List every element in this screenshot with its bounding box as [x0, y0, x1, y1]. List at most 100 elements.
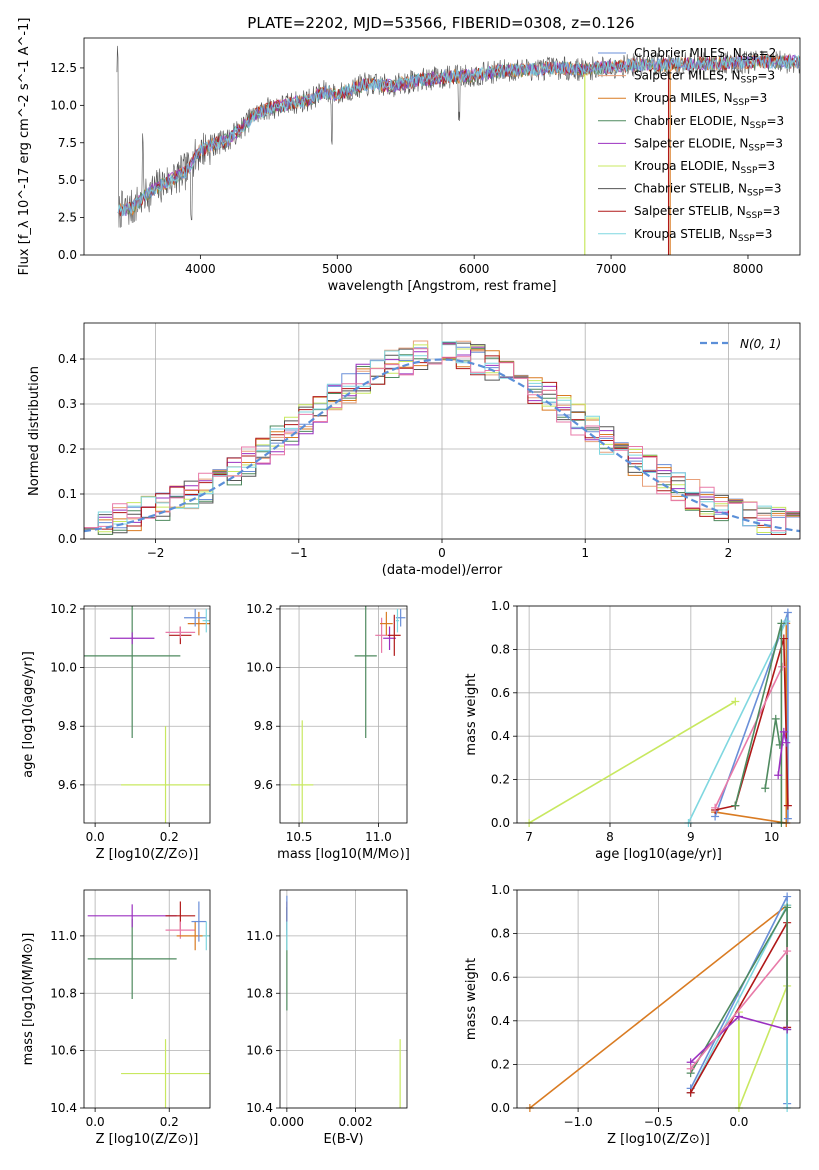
- x-tick-label: 11.0: [365, 830, 392, 844]
- y-tick-label: 0.0: [58, 248, 77, 262]
- y-tick-label: 10.4: [50, 1101, 77, 1115]
- errorbar-point: [84, 606, 181, 738]
- age-vs-mass-axes: 10.5 11.0 9.6 9.8 10.0 10.2: [246, 602, 407, 844]
- y-tick-label: 0.0: [491, 1101, 510, 1115]
- legend-suffix: =3: [755, 227, 773, 241]
- y-tick-label: 7.5: [58, 136, 77, 150]
- legend-suffix: =3: [765, 136, 783, 150]
- legend-suffix: =3: [766, 114, 784, 128]
- y-axis-label: mass weight: [464, 673, 479, 755]
- weight-series-marker: [774, 771, 783, 780]
- mass-vs-EBV-frame: [279, 889, 408, 1109]
- legend-sub: SSP: [742, 53, 759, 63]
- weight-series-line: [738, 985, 788, 1108]
- weight-series-marker: [782, 738, 791, 747]
- x-tick-label: 0.2: [160, 1115, 179, 1129]
- y-tick-label: 0.4: [491, 1014, 510, 1028]
- y-tick-label: 11.0: [50, 929, 77, 943]
- weight-series-marker: [686, 1064, 695, 1073]
- y-tick-label: 1.0: [491, 883, 510, 897]
- x-tick-label: −0.5: [644, 1115, 673, 1129]
- y-tick-label: 0.3: [58, 397, 77, 411]
- legend-entry: Chabrier ELODIE, NSSP=3: [634, 114, 784, 131]
- weight-series-line: [714, 638, 789, 811]
- legend-sub: SSP: [738, 234, 755, 244]
- weight-vs-age-axes: 7 8 9 10 0.0 0.2 0.4 0.6 0.8 1.0: [491, 599, 800, 844]
- x-tick-label: 1: [581, 546, 589, 560]
- y-tick-label: 10.8: [246, 986, 273, 1000]
- legend-sub: SSP: [741, 76, 758, 86]
- y-tick-label: 10.6: [246, 1044, 273, 1058]
- weight-series-marker: [783, 892, 792, 901]
- weight-series-marker: [779, 727, 788, 736]
- errorbar-point: [165, 626, 196, 639]
- x-tick-label: 0.000: [270, 1115, 304, 1129]
- y-tick-label: 10.2: [50, 602, 77, 616]
- weight-series-marker: [777, 619, 786, 628]
- x-tick-label: 7000: [596, 262, 627, 276]
- weight-series-marker: [761, 784, 770, 793]
- weight-series-marker: [771, 714, 780, 723]
- weight-vs-age-frame: [516, 605, 801, 824]
- weight-series-line: [714, 811, 787, 823]
- mass-vs-Z-frame: [83, 889, 211, 1109]
- y-tick-label: 5.0: [58, 173, 77, 187]
- y-axis-label: mass weight: [464, 958, 479, 1040]
- x-tick-label: 10.5: [286, 830, 313, 844]
- legend-entry: Kroupa MILES, NSSP=3: [634, 91, 767, 108]
- legend-sub: SSP: [748, 143, 765, 153]
- x-tick-label: 0: [438, 546, 446, 560]
- legend-entry: Salpeter STELIB, NSSP=3: [634, 204, 780, 221]
- legend-label: Chabrier ELODIE, N: [634, 114, 750, 128]
- legend-sub: SSP: [747, 189, 764, 199]
- age-vs-mass-frame: [279, 605, 408, 824]
- errorbar-point: [395, 608, 400, 633]
- errorbar-point: [354, 606, 377, 738]
- y-tick-label: 10.2: [246, 602, 273, 616]
- x-tick-label: 0.2: [160, 830, 179, 844]
- errorbar-point: [387, 614, 401, 656]
- weight-series-line: [690, 950, 788, 1070]
- y-tick-label: 0.6: [491, 686, 510, 700]
- legend-label: Kroupa MILES, N: [634, 91, 733, 105]
- legend-suffix: =3: [764, 182, 782, 196]
- y-tick-label: 1.0: [491, 599, 510, 613]
- y-tick-label: 0.2: [491, 1057, 510, 1071]
- errorbar-point: [184, 608, 207, 627]
- residual-histogram-kroupa-stelib: [84, 341, 800, 539]
- legend-entry: Chabrier STELIB, NSSP=3: [634, 182, 782, 199]
- x-tick-label: 5000: [322, 262, 353, 276]
- legend-entry: Chabrier MILES, NSSP=2: [634, 46, 776, 63]
- weight-series-marker: [686, 1088, 695, 1097]
- mass-vs-EBV-axes: 0.000 0.002 10.4 10.6 10.8 11.0: [246, 890, 407, 1129]
- legend-entry: Kroupa STELIB, NSSP=3: [634, 227, 772, 244]
- legend-entry: Salpeter ELODIE, NSSP=3: [634, 136, 783, 153]
- y-tick-label: 0.2: [491, 773, 510, 787]
- weight-series-marker: [783, 1025, 792, 1034]
- weight-vs-Z-axes: −1.0 −0.5 0.0 0.0 0.2 0.4 0.6 0.8 1.0: [491, 883, 800, 1129]
- x-tick-label: 10: [764, 830, 779, 844]
- y-tick-label: 0.1: [58, 487, 77, 501]
- errorbar-point: [87, 904, 177, 928]
- x-tick-label: 0.002: [338, 1115, 372, 1129]
- weight-series-marker: [731, 801, 740, 810]
- y-tick-label: 12.5: [50, 61, 77, 75]
- legend-sub: SSP: [741, 166, 758, 176]
- y-tick-label: 11.0: [246, 929, 273, 943]
- legend-suffix: =3: [757, 159, 775, 173]
- weight-series-marker: [783, 814, 792, 823]
- y-tick-label: 10.8: [50, 986, 77, 1000]
- residual-histogram-pink: [84, 348, 800, 539]
- y-tick-label: 9.6: [58, 778, 77, 792]
- errorbar-point: [191, 901, 207, 942]
- weight-series-marker: [711, 803, 720, 812]
- errorbar-point: [202, 921, 210, 951]
- weight-series-line: [528, 700, 736, 823]
- gaussian-curve: [83, 358, 801, 533]
- legend-label: Kroupa ELODIE, N: [634, 159, 741, 173]
- y-tick-label: 0.0: [58, 532, 77, 546]
- y-tick-label: 2.5: [58, 211, 77, 225]
- x-tick-label: 0.0: [86, 830, 105, 844]
